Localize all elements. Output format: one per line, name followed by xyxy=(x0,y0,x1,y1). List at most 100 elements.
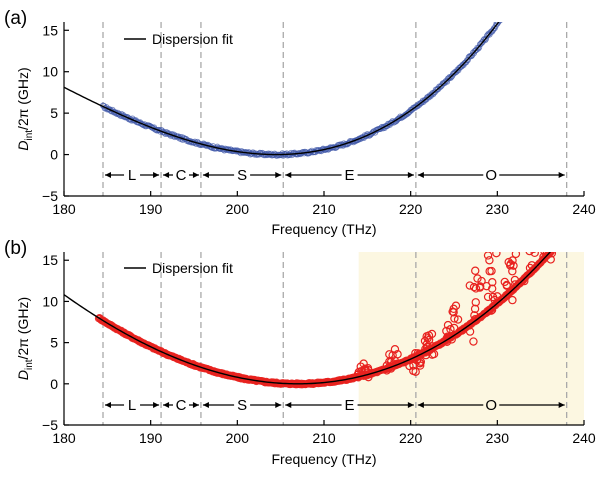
band-arrowhead-right xyxy=(408,172,414,178)
data-point xyxy=(555,241,561,247)
band-arrowhead-left xyxy=(418,172,424,178)
y-tick-label: −5 xyxy=(42,417,58,433)
band-arrowhead-right xyxy=(275,402,281,408)
data-point xyxy=(560,234,566,240)
band-arrowhead-left xyxy=(285,402,291,408)
band-label-e: E xyxy=(345,397,355,414)
band-label-l: L xyxy=(128,167,136,184)
band-label-e: E xyxy=(345,167,355,184)
band-label-l: L xyxy=(128,397,136,414)
band-label-o: O xyxy=(485,397,497,414)
data-point xyxy=(509,2,514,7)
y-axis-title: Dint/2π (GHz) xyxy=(15,67,35,150)
x-tick-label: 230 xyxy=(486,201,510,217)
x-tick-label: 210 xyxy=(312,430,336,446)
data-point xyxy=(559,213,566,220)
data-point xyxy=(499,15,504,20)
data-point xyxy=(565,232,572,239)
data-point xyxy=(552,244,558,250)
data-point xyxy=(523,223,530,230)
data-point xyxy=(563,235,570,242)
data-point xyxy=(521,239,528,246)
y-tick-label: 0 xyxy=(50,376,58,392)
data-point xyxy=(528,212,535,219)
band-label-s: S xyxy=(237,397,247,414)
band-arrowhead-right xyxy=(153,402,159,408)
data-point xyxy=(503,10,508,15)
band-arrowhead-left xyxy=(105,172,111,178)
band-arrowhead-left xyxy=(203,172,209,178)
band-arrowhead-right xyxy=(193,402,199,408)
band-arrowhead-left xyxy=(163,402,169,408)
band-arrowhead-right xyxy=(193,172,199,178)
data-point xyxy=(524,226,531,233)
panel-label: (b) xyxy=(4,238,27,259)
y-tick-label: 15 xyxy=(42,252,58,268)
data-point xyxy=(551,244,557,250)
x-tick-label: 210 xyxy=(312,201,336,217)
data-point xyxy=(562,232,568,238)
data-point xyxy=(527,240,534,247)
data-point xyxy=(509,1,514,6)
data-point xyxy=(559,209,566,216)
x-tick-label: 200 xyxy=(226,430,250,446)
y-axis-title-main: D xyxy=(15,370,31,380)
data-point xyxy=(532,235,539,242)
data-point xyxy=(510,1,515,6)
data-point xyxy=(505,6,510,11)
band-arrowhead-right xyxy=(275,172,281,178)
data-point xyxy=(563,231,569,237)
band-arrowhead-left xyxy=(105,402,111,408)
legend-label: Dispersion fit xyxy=(152,260,233,276)
data-point xyxy=(564,233,571,240)
data-point xyxy=(553,241,559,247)
band-label-c: C xyxy=(176,167,187,184)
data-point xyxy=(565,216,572,223)
band-label-s: S xyxy=(237,167,247,184)
band-label-o: O xyxy=(485,167,497,184)
data-point xyxy=(556,238,562,244)
x-tick-label: 220 xyxy=(399,201,423,217)
data-point xyxy=(551,182,558,189)
data-point xyxy=(524,226,531,233)
data-point xyxy=(512,0,517,3)
data-point xyxy=(554,240,560,246)
y-tick-label: 0 xyxy=(50,147,58,163)
data-point xyxy=(562,219,569,226)
y-tick-label: 15 xyxy=(42,22,58,38)
y-tick-label: 5 xyxy=(50,105,58,121)
y-tick-label: 10 xyxy=(42,293,58,309)
band-arrowhead-left xyxy=(163,172,169,178)
y-tick-label: 5 xyxy=(50,335,58,351)
data-point xyxy=(497,17,502,22)
y-axis-title-sub: int xyxy=(24,130,35,141)
x-tick-label: 190 xyxy=(139,201,163,217)
data-point xyxy=(498,17,503,22)
data-point xyxy=(524,212,531,219)
data-point xyxy=(549,246,555,252)
y-axis-title-tail: /2π (GHz) xyxy=(15,67,31,130)
data-point xyxy=(565,197,572,204)
data-point xyxy=(549,246,555,252)
x-tick-label: 240 xyxy=(572,430,596,446)
data-point xyxy=(508,2,513,7)
data-point xyxy=(502,11,507,16)
band-arrowhead-left xyxy=(285,172,291,178)
x-tick-label: 190 xyxy=(139,430,163,446)
band-arrowhead-right xyxy=(559,172,565,178)
data-point xyxy=(511,0,516,3)
data-point xyxy=(548,245,555,252)
data-point xyxy=(556,239,562,245)
data-point xyxy=(557,237,563,243)
data-point xyxy=(542,185,549,192)
data-point xyxy=(500,14,505,19)
x-tick-label: 220 xyxy=(399,430,423,446)
data-point xyxy=(563,236,570,243)
data-point xyxy=(561,232,567,238)
data-point xyxy=(558,237,564,243)
band-arrowhead-right xyxy=(153,172,159,178)
x-axis-title: Frequency (THz) xyxy=(271,451,376,467)
